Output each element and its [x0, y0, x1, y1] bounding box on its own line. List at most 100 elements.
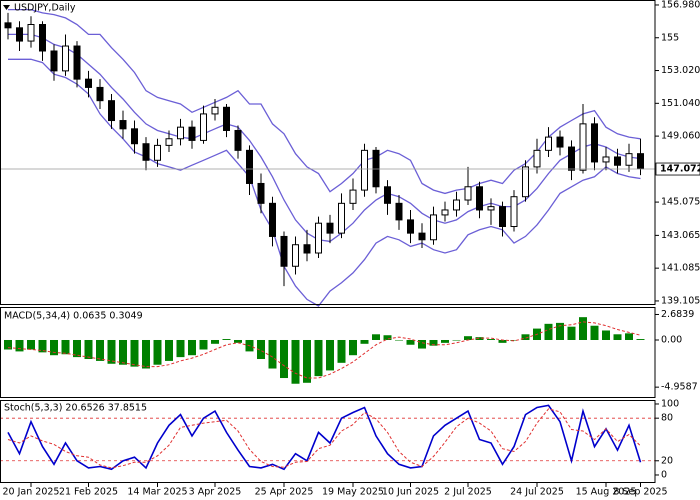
candle-body	[142, 143, 150, 161]
y-tick-label: 156.980	[661, 0, 700, 10]
macd-bar	[326, 339, 334, 371]
macd-bar	[464, 336, 472, 340]
candle-body	[361, 149, 368, 191]
candle-body	[269, 202, 276, 237]
macd-bar	[50, 339, 58, 356]
macd-bar	[73, 339, 81, 358]
candle-body	[487, 206, 495, 211]
macd-bar	[61, 339, 70, 355]
macd-bar	[188, 339, 196, 356]
panel-frame	[0, 0, 656, 305]
macd-bar	[15, 339, 24, 352]
candle-body	[372, 149, 380, 188]
macd-bar	[590, 325, 599, 340]
candle-body	[50, 50, 58, 72]
candle-body	[625, 153, 633, 166]
macd-bar	[418, 339, 426, 349]
candle-body	[154, 144, 161, 161]
macd-bar	[314, 339, 323, 377]
y-tick-label: 145.075	[661, 197, 700, 208]
candle-body	[165, 138, 173, 146]
candle-body	[326, 222, 334, 234]
macd-bar	[360, 339, 369, 344]
candle-body	[234, 129, 242, 151]
candle-body	[4, 22, 12, 29]
candle-body	[441, 209, 449, 216]
bollinger-band	[8, 33, 641, 243]
candle-body	[246, 149, 253, 184]
macd-bar	[107, 339, 116, 364]
macd-bar	[383, 335, 392, 340]
candle-body	[522, 166, 529, 198]
macd-bar	[395, 339, 403, 341]
x-tick-label: 10 Jun 2025	[382, 487, 439, 498]
x-tick-label: 3 Apr 2025	[189, 487, 242, 498]
stoch-line	[7, 408, 641, 469]
candle-body	[602, 156, 610, 163]
candle-body	[177, 126, 184, 140]
macd-bar	[406, 339, 415, 345]
macd-bar	[579, 317, 587, 340]
macd-bar	[268, 339, 277, 369]
candle-body	[591, 123, 598, 163]
signal-line	[7, 321, 641, 379]
macd-bar	[337, 339, 346, 363]
macd-bar	[556, 322, 564, 340]
candle-body	[303, 244, 311, 254]
candle-body	[16, 27, 23, 42]
macd-bar	[119, 339, 127, 365]
candle-body	[62, 45, 69, 72]
candle-body	[395, 202, 403, 221]
macd-bar	[257, 339, 265, 360]
macd-title: MACD(5,34,4) 0.0635 0.3049	[4, 311, 143, 322]
macd-bar	[38, 339, 47, 353]
symbol-arrow	[3, 5, 10, 10]
candle-body	[453, 199, 460, 211]
macd-bar	[498, 339, 507, 343]
macd-bar	[441, 339, 449, 343]
candle-body	[39, 24, 46, 52]
macd-bar	[234, 339, 242, 343]
macd-bar	[429, 339, 438, 346]
candle-body	[338, 202, 345, 234]
macd-bar	[96, 339, 104, 361]
candle-body	[407, 219, 414, 234]
candle-body	[556, 136, 564, 148]
candle-body	[430, 214, 437, 241]
y-tick-label: 155	[661, 32, 679, 43]
candle-body	[349, 189, 357, 204]
candle-body	[119, 120, 127, 130]
macd-bar	[303, 339, 311, 383]
y-tick-label: 139.105	[661, 295, 700, 306]
candle-body	[418, 232, 426, 241]
macd-bar	[372, 334, 380, 340]
panel-frame	[0, 307, 656, 398]
macd-bar	[165, 339, 173, 361]
macd-bar	[27, 339, 35, 350]
macd-bar	[487, 339, 495, 340]
y-tick-label: 80	[661, 413, 673, 424]
candle-body	[108, 100, 115, 122]
x-tick-label: 2 Jul 2025	[444, 487, 492, 498]
candle-body	[211, 106, 219, 115]
macd-bar	[176, 339, 185, 358]
candle-body	[384, 186, 391, 204]
macd-bar	[280, 339, 288, 379]
x-tick-label: 24 Jul 2025	[510, 487, 564, 498]
macd-bar	[222, 339, 231, 340]
last-price-label: 147.072	[660, 164, 700, 175]
x-tick-label: 25 Apr 2025	[255, 487, 314, 498]
candle-body	[200, 113, 207, 141]
panel-frame	[0, 400, 656, 483]
macd-bar	[625, 333, 633, 340]
y-tick-label: 143.065	[661, 230, 700, 241]
y-tick-label: 20	[661, 455, 673, 466]
candle-body	[280, 235, 288, 267]
candle-body	[545, 136, 552, 151]
candle-body	[131, 128, 138, 145]
macd-bar	[211, 339, 219, 344]
bollinger-band	[8, 58, 641, 307]
macd-bar	[567, 326, 576, 340]
macd-bar	[544, 323, 553, 340]
